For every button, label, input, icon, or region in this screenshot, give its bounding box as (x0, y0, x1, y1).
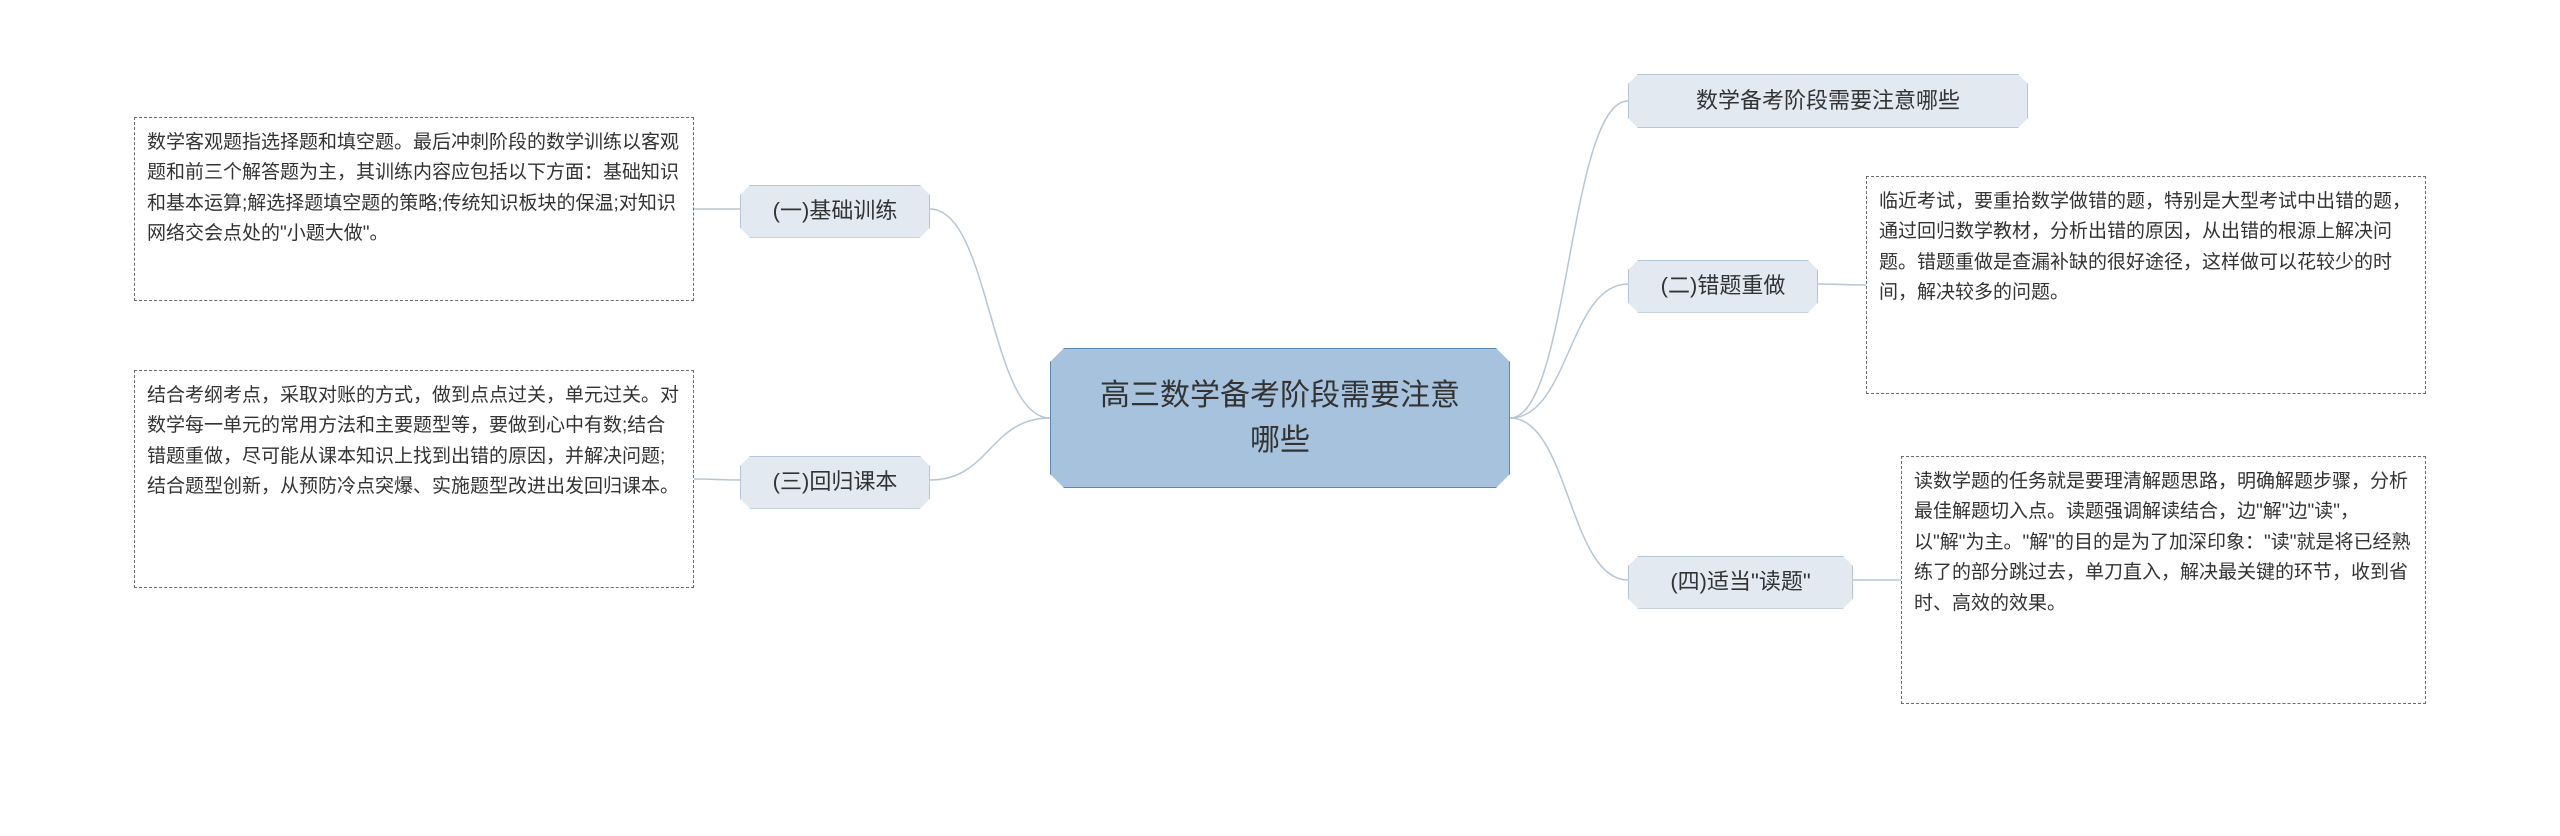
detail-node-n1: 数学客观题指选择题和填空题。最后冲刺阶段的数学训练以客观题和前三个解答题为主，其… (134, 117, 694, 301)
sub-node-n3: (三)回归课本 (740, 456, 930, 509)
sub-node-n4: (四)适当"读题" (1628, 556, 1853, 609)
center-node: 高三数学备考阶段需要注意哪些 (1050, 348, 1510, 488)
mindmap-stage: 高三数学备考阶段需要注意哪些 (一)基础训练数学客观题指选择题和填空题。最后冲刺阶… (0, 0, 2560, 836)
detail-node-n3: 结合考纲考点，采取对账的方式，做到点点过关，单元过关。对数学每一单元的常用方法和… (134, 370, 694, 588)
sub-node-r0: 数学备考阶段需要注意哪些 (1628, 74, 2028, 128)
sub-node-n2: (二)错题重做 (1628, 260, 1818, 313)
sub-node-n1: (一)基础训练 (740, 185, 930, 238)
detail-node-n2: 临近考试，要重拾数学做错的题，特别是大型考试中出错的题，通过回归数学教材，分析出… (1866, 176, 2426, 394)
detail-node-n4: 读数学题的任务就是要理清解题思路，明确解题步骤，分析最佳解题切入点。读题强调解读… (1901, 456, 2426, 704)
